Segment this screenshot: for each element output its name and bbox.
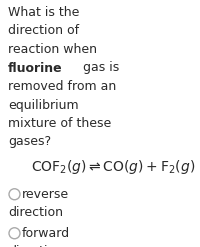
Text: equilibrium: equilibrium xyxy=(8,99,79,111)
Text: reaction when: reaction when xyxy=(8,43,97,56)
Text: direction: direction xyxy=(8,206,63,219)
Text: What is the: What is the xyxy=(8,6,79,19)
Text: $\mathrm{COF_2}(g) \rightleftharpoons \mathrm{CO}(g) + \mathrm{F_2}(g)$: $\mathrm{COF_2}(g) \rightleftharpoons \m… xyxy=(31,158,195,176)
Text: removed from an: removed from an xyxy=(8,80,116,93)
Text: reverse: reverse xyxy=(22,188,69,201)
Text: direction of: direction of xyxy=(8,24,79,38)
Text: fluorine: fluorine xyxy=(8,62,63,75)
Text: gas is: gas is xyxy=(79,62,119,75)
Text: mixture of these: mixture of these xyxy=(8,117,111,130)
Text: direction: direction xyxy=(8,245,63,247)
Text: gases?: gases? xyxy=(8,136,51,148)
Text: forward: forward xyxy=(22,227,70,240)
